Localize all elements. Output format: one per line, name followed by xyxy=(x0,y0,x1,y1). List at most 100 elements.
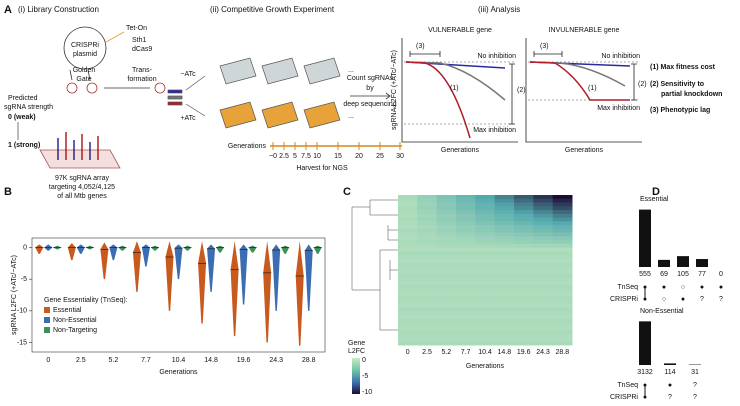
step-label: formation xyxy=(127,76,156,83)
heatmap-cell xyxy=(475,225,496,230)
heatmap-cell xyxy=(533,195,554,200)
bar-value: 77 xyxy=(698,271,706,278)
heatmap-cell xyxy=(456,337,476,342)
row-mark: ● xyxy=(662,284,666,291)
heatmap-cell xyxy=(494,326,515,331)
heatmap-cell xyxy=(533,210,554,215)
heatmap-cell xyxy=(533,341,554,346)
y-tick-label: -15 xyxy=(17,339,27,346)
array-text: targeting 4,052/4,125 xyxy=(49,184,115,191)
plasmid-label: CRISPRi xyxy=(71,42,99,49)
heatmap-cell xyxy=(456,247,476,252)
upset-title: Essential xyxy=(640,196,669,203)
heatmap-cell xyxy=(398,210,418,215)
heatmap-cell xyxy=(514,262,534,267)
x-axis-label: Generations xyxy=(159,369,198,376)
sequencing-text: by xyxy=(366,85,374,92)
heatmap-cell xyxy=(417,258,438,263)
heatmap-cell xyxy=(514,285,534,290)
heatmap-cell xyxy=(475,195,496,200)
heatmap-cell xyxy=(456,251,476,256)
heatmap-cell xyxy=(436,292,457,297)
array-text: of all Mtb genes xyxy=(57,193,107,200)
bar xyxy=(639,209,651,267)
heatmap-cell xyxy=(436,236,457,241)
x-tick-label: 10.4 xyxy=(172,357,186,364)
heatmap-cell xyxy=(456,243,476,248)
heatmap-cell xyxy=(417,273,438,278)
heatmap-cell xyxy=(514,258,534,263)
heatmap-cell xyxy=(494,247,515,252)
heatmap-cell xyxy=(436,247,457,252)
heatmap-cell xyxy=(436,232,457,237)
key-text: partial knockdown xyxy=(661,91,722,98)
legend-label: Non-Targeting xyxy=(53,327,97,334)
bar-value: 555 xyxy=(639,271,651,278)
marker: (1) xyxy=(450,85,459,92)
heatmap-cell xyxy=(436,330,457,335)
heatmap-cell xyxy=(494,330,515,335)
heatmap-cell xyxy=(475,337,496,342)
heatmap-cell xyxy=(494,251,515,256)
heatmap-cell xyxy=(475,198,496,203)
heatmap-cell xyxy=(436,318,457,323)
row-mark: ? xyxy=(700,296,704,303)
heatmap-cell xyxy=(436,266,457,271)
heatmap-cell xyxy=(494,311,515,316)
x-tick-label: 28.8 xyxy=(302,357,316,364)
x-tick-label: 5.2 xyxy=(109,357,119,364)
violin xyxy=(76,244,85,254)
heatmap-cell xyxy=(436,258,457,263)
y-axis-label: sgRNA L2FC (+ATc/−ATc) xyxy=(391,50,398,130)
timeline-tick: 30 xyxy=(396,153,404,160)
heatmap-cell xyxy=(456,240,476,245)
heatmap-cell xyxy=(417,213,438,218)
heatmap-cell xyxy=(436,311,457,316)
heatmap-cell xyxy=(533,303,554,308)
colorbar-tick: -10 xyxy=(362,389,372,396)
heatmap-cell xyxy=(456,225,476,230)
heatmap-cell xyxy=(552,255,573,260)
y-tick-label: 0 xyxy=(23,244,27,251)
heatmap-cell xyxy=(552,206,573,211)
heatmap-cell xyxy=(533,247,554,252)
legend-title: Gene Essentiality (TnSeq): xyxy=(44,297,128,304)
heatmap-cell xyxy=(552,228,573,233)
heatmap-cell xyxy=(552,217,573,222)
heatmap-cell xyxy=(514,198,534,203)
heatmap-cell xyxy=(552,330,573,335)
heatmap-cell xyxy=(475,266,496,271)
heatmap-cell xyxy=(494,258,515,263)
heatmap-cell xyxy=(436,303,457,308)
violin xyxy=(295,241,304,346)
heatmap-cell xyxy=(436,281,457,286)
strength-title: sgRNA strength xyxy=(4,104,53,111)
heatmap-cell xyxy=(456,255,476,260)
violin xyxy=(150,245,159,251)
heatmap-cell xyxy=(398,341,418,346)
heatmap-cell xyxy=(417,318,438,323)
heatmap-cell xyxy=(417,330,438,335)
heatmap-cell xyxy=(494,217,515,222)
heatmap-cell xyxy=(398,258,418,263)
heatmap-cell xyxy=(398,255,418,260)
heatmap-cell xyxy=(552,251,573,256)
bar-value: 0 xyxy=(719,271,723,278)
heatmap-cell xyxy=(475,285,496,290)
heatmap-cell xyxy=(533,243,554,248)
heatmap-cell xyxy=(475,311,496,316)
heatmap-cell xyxy=(475,228,496,233)
heatmap-cell xyxy=(494,213,515,218)
plot-frame xyxy=(31,237,326,353)
heatmap-cell xyxy=(514,228,534,233)
heatmap-cell xyxy=(552,236,573,241)
heatmap-cell xyxy=(533,262,554,267)
heatmap-cell xyxy=(436,270,457,275)
heatmap-cell xyxy=(417,202,438,207)
heatmap-cell xyxy=(436,315,457,320)
violin xyxy=(216,245,225,253)
heatmap-cell xyxy=(398,240,418,245)
heatmap-cell xyxy=(552,277,573,282)
heatmap-cell xyxy=(552,240,573,245)
